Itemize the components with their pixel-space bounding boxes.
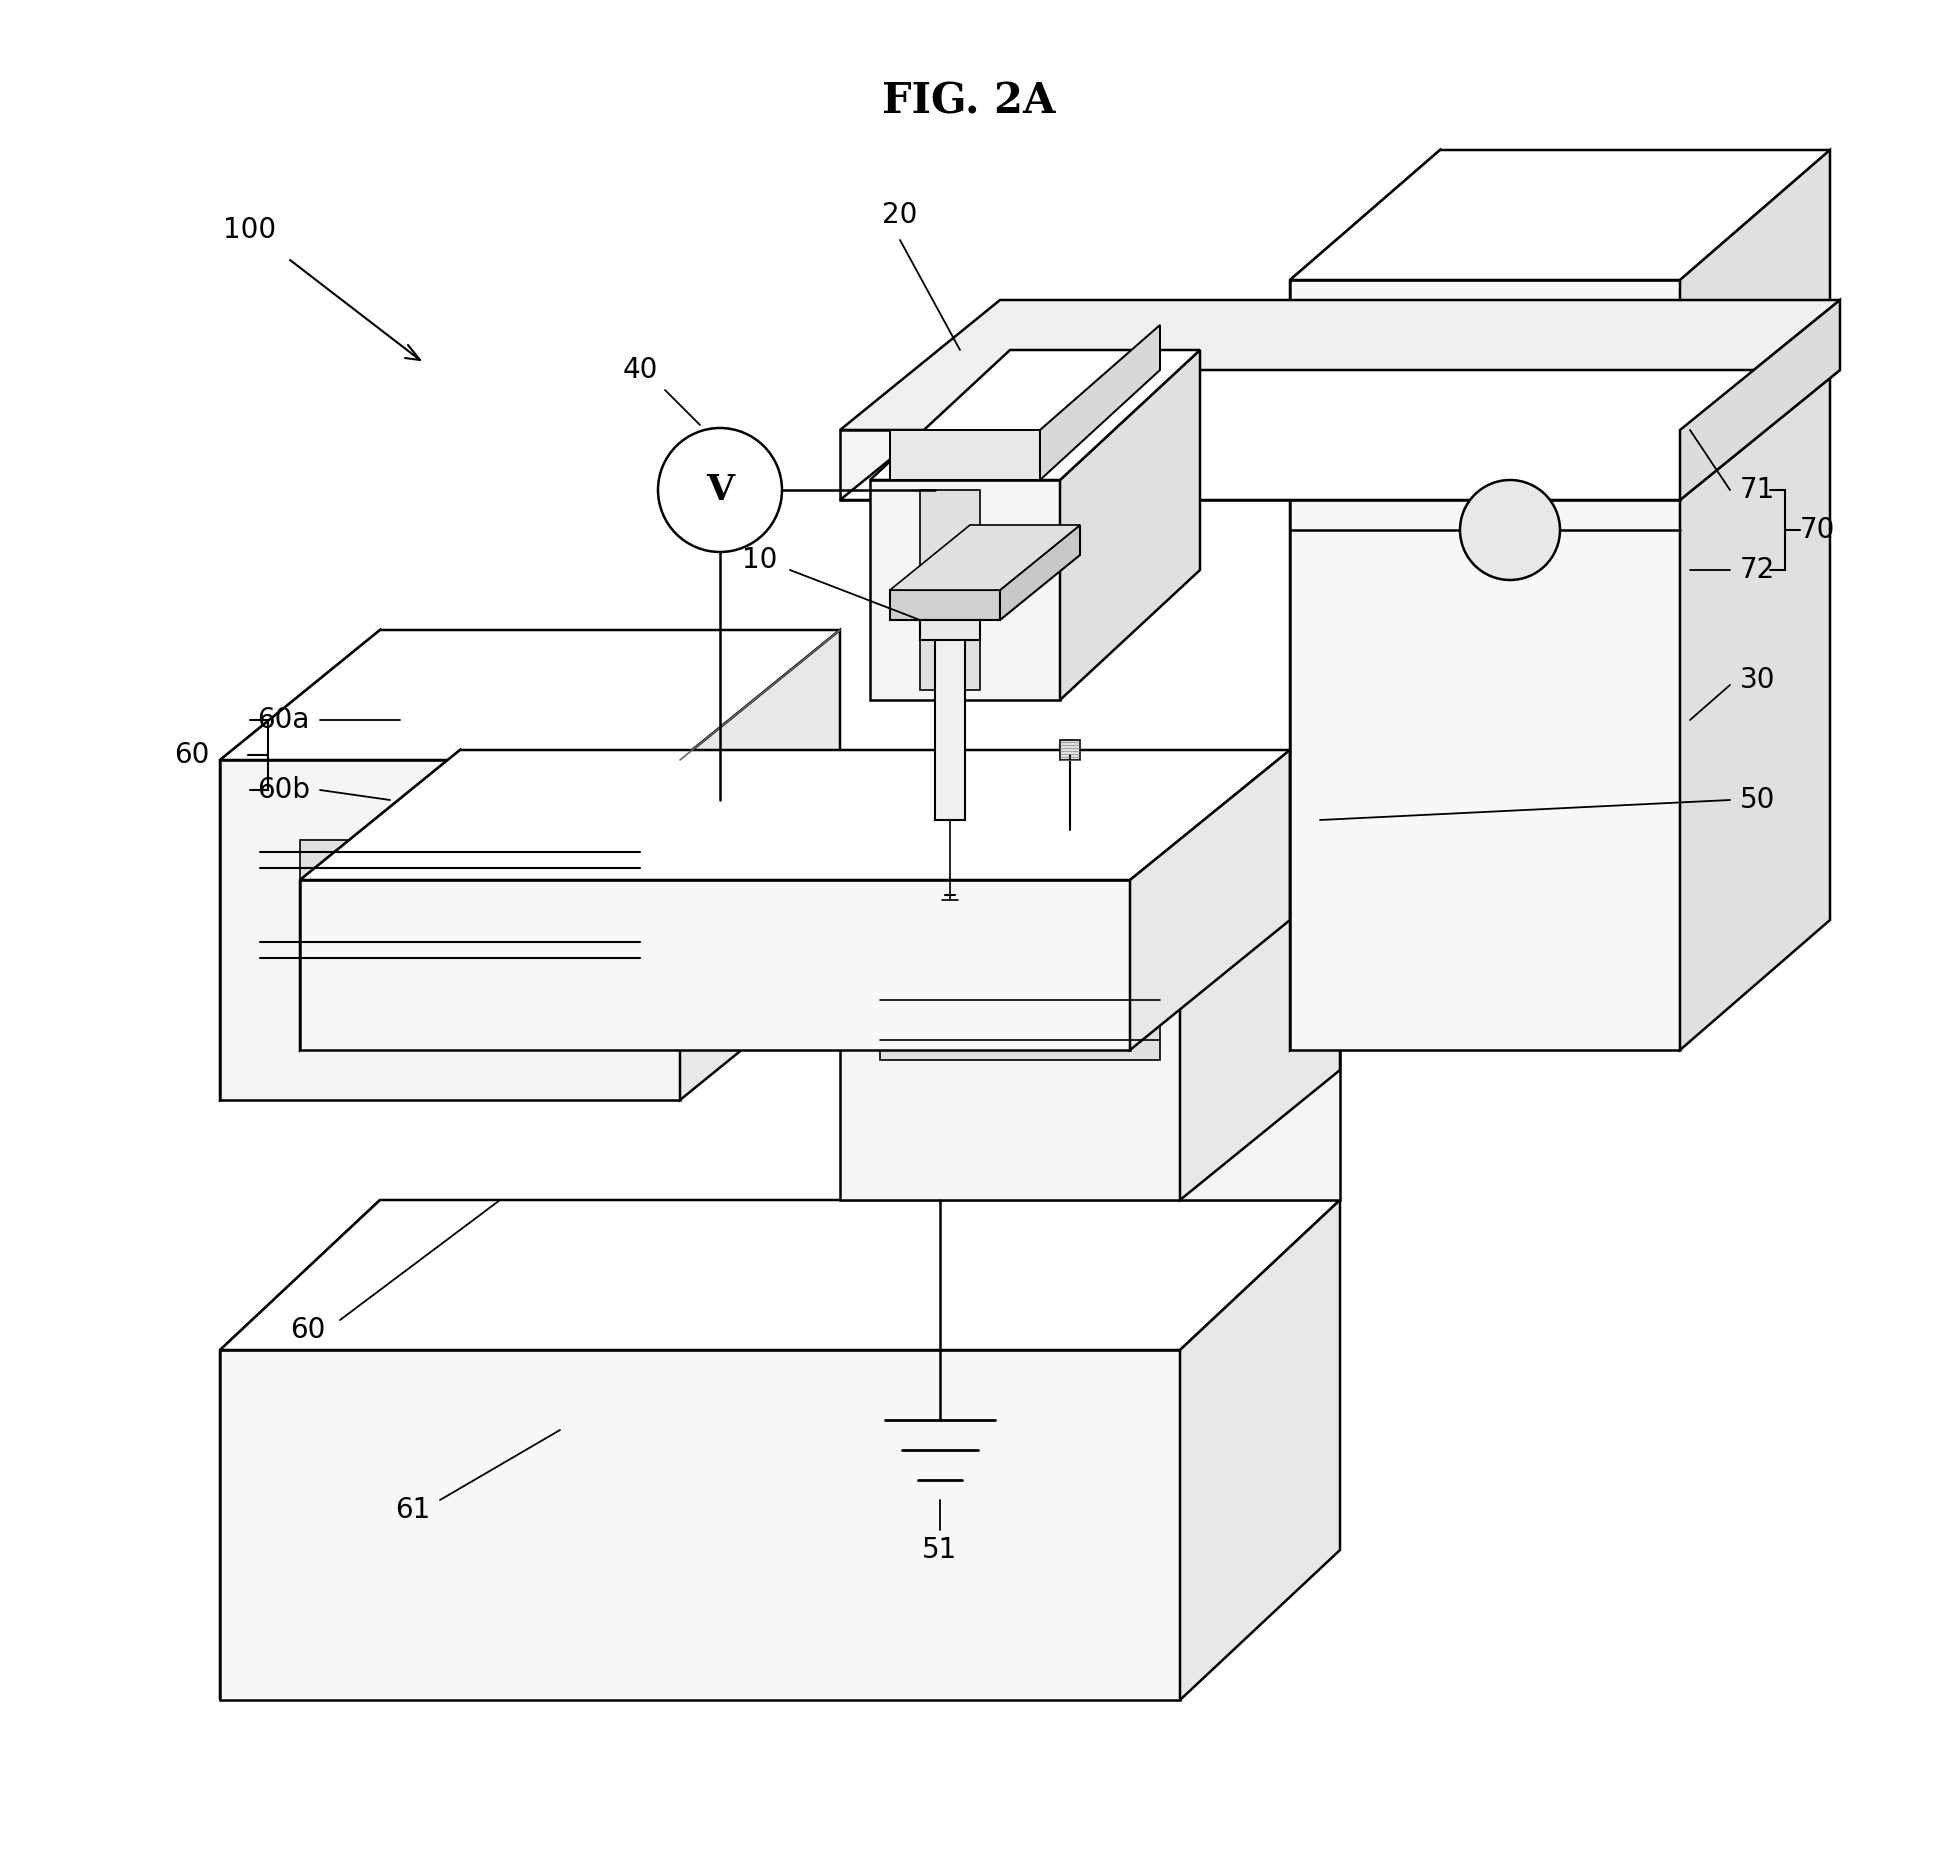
Text: 40: 40	[622, 355, 657, 383]
Text: 30: 30	[1740, 666, 1775, 694]
Polygon shape	[1180, 1201, 1339, 1700]
Text: 100: 100	[223, 217, 277, 243]
Polygon shape	[839, 821, 1339, 950]
Polygon shape	[221, 630, 380, 1100]
Polygon shape	[839, 950, 1339, 1201]
Polygon shape	[1291, 150, 1440, 1049]
Text: 60b: 60b	[258, 776, 310, 804]
Polygon shape	[680, 630, 839, 1100]
Polygon shape	[934, 630, 965, 821]
Polygon shape	[221, 1201, 380, 1700]
Text: 50: 50	[1740, 785, 1775, 813]
Polygon shape	[880, 980, 1161, 1060]
Text: FIG. 2A: FIG. 2A	[882, 80, 1056, 122]
Polygon shape	[300, 750, 459, 1049]
Polygon shape	[1000, 525, 1079, 621]
Circle shape	[1459, 481, 1560, 580]
Text: 10: 10	[742, 546, 777, 574]
Polygon shape	[1180, 821, 1339, 1201]
Polygon shape	[870, 481, 1060, 699]
Polygon shape	[1060, 350, 1200, 699]
Polygon shape	[890, 430, 1041, 481]
Polygon shape	[300, 881, 1130, 1049]
Circle shape	[659, 428, 783, 552]
Polygon shape	[890, 525, 1079, 591]
Text: 60: 60	[291, 1316, 326, 1345]
Text: 51: 51	[922, 1535, 957, 1563]
Polygon shape	[221, 630, 839, 759]
Text: 70: 70	[1800, 516, 1835, 544]
Polygon shape	[921, 621, 981, 640]
Text: 71: 71	[1740, 477, 1775, 505]
Text: 72: 72	[1740, 555, 1775, 583]
Polygon shape	[1680, 299, 1839, 499]
Polygon shape	[921, 490, 981, 690]
Polygon shape	[1291, 280, 1680, 1049]
Polygon shape	[1291, 150, 1829, 280]
Polygon shape	[300, 750, 1291, 881]
Polygon shape	[1041, 325, 1161, 481]
Text: V: V	[705, 473, 735, 507]
Polygon shape	[1680, 150, 1829, 1049]
Polygon shape	[221, 1350, 1180, 1700]
Text: 20: 20	[882, 200, 919, 228]
Polygon shape	[1130, 750, 1291, 1049]
Polygon shape	[839, 299, 1839, 430]
Polygon shape	[870, 350, 1200, 481]
Polygon shape	[221, 759, 680, 1100]
Text: 60: 60	[174, 741, 209, 769]
Polygon shape	[300, 840, 640, 899]
Polygon shape	[839, 430, 1680, 499]
Text: 61: 61	[395, 1496, 430, 1524]
Polygon shape	[890, 591, 1000, 621]
Polygon shape	[221, 1201, 1339, 1350]
Polygon shape	[1060, 741, 1079, 759]
Polygon shape	[839, 370, 1839, 499]
Polygon shape	[921, 430, 1101, 499]
Text: 60a: 60a	[258, 707, 310, 735]
